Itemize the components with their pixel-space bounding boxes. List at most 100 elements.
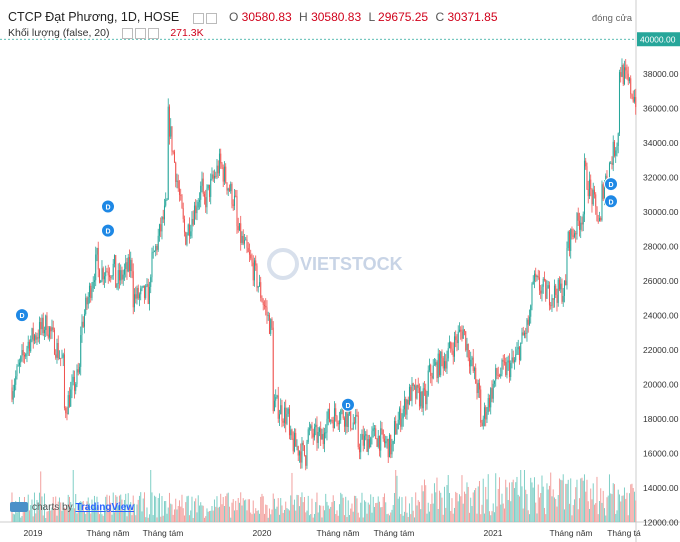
candle-body bbox=[496, 368, 498, 376]
candle-body bbox=[596, 206, 598, 221]
candle-body bbox=[155, 245, 157, 252]
candle-body bbox=[488, 398, 490, 408]
candle-body bbox=[370, 437, 372, 448]
volume-bar bbox=[91, 499, 93, 522]
candle-body bbox=[463, 329, 465, 332]
dividend-marker[interactable]: D bbox=[15, 308, 29, 323]
volume-bar bbox=[352, 511, 354, 522]
volume-bar bbox=[343, 515, 345, 522]
volume-bar bbox=[421, 485, 423, 522]
candle-body bbox=[55, 354, 57, 358]
volume-bar bbox=[33, 492, 35, 522]
candle-body bbox=[293, 432, 295, 452]
dividend-marker[interactable]: D bbox=[101, 223, 115, 238]
price-tick-label: 30000.00 bbox=[643, 207, 679, 217]
time-tick-label: Tháng tám bbox=[374, 528, 415, 538]
hide-icon[interactable] bbox=[192, 13, 204, 25]
candle-body bbox=[628, 78, 630, 81]
candle-body bbox=[72, 376, 74, 382]
volume-bar bbox=[168, 492, 170, 522]
volume-bar bbox=[161, 496, 163, 522]
volume-bar bbox=[542, 486, 544, 522]
volume-bar bbox=[441, 497, 443, 522]
volume-bar bbox=[560, 479, 562, 522]
volume-bar bbox=[393, 492, 395, 522]
volume-bar bbox=[521, 486, 523, 522]
volume-bar bbox=[626, 492, 628, 522]
time-tick-label: Tháng tá bbox=[607, 528, 641, 538]
dividend-marker[interactable]: D bbox=[604, 194, 618, 209]
candle-body bbox=[457, 331, 459, 344]
candle-body bbox=[15, 376, 17, 385]
volume-bar bbox=[628, 493, 630, 522]
settings-icon[interactable] bbox=[205, 13, 217, 25]
legend-controls[interactable] bbox=[192, 11, 219, 25]
candle-body bbox=[593, 189, 595, 195]
candle-body bbox=[267, 315, 269, 317]
volume-bar bbox=[160, 516, 162, 522]
candle-body bbox=[112, 263, 114, 276]
candle-body bbox=[475, 367, 477, 384]
candle-body bbox=[198, 199, 200, 203]
close-icon[interactable] bbox=[148, 27, 160, 39]
volume-bar bbox=[470, 497, 472, 522]
volume-bar bbox=[398, 496, 400, 522]
candle-body bbox=[327, 409, 329, 419]
candle-body bbox=[100, 280, 102, 283]
volume-bar bbox=[56, 515, 58, 522]
volume-bar bbox=[123, 500, 125, 522]
volume-bar bbox=[205, 516, 207, 522]
volume-bar bbox=[28, 510, 30, 522]
volume-bar bbox=[335, 514, 337, 522]
candle-body bbox=[256, 265, 258, 288]
last-price-tag bbox=[637, 32, 680, 47]
candle-body bbox=[461, 331, 463, 339]
dividend-marker[interactable]: D bbox=[101, 199, 115, 214]
volume-bar bbox=[132, 495, 134, 522]
volume-bar bbox=[90, 513, 92, 522]
chart-header: CTCP Đạt Phương, 1D, HOSE O 30580.83 H 3… bbox=[8, 10, 498, 25]
candle-body bbox=[356, 414, 358, 416]
candle-body bbox=[111, 275, 113, 278]
volume-bar bbox=[238, 502, 240, 522]
volume-bar bbox=[136, 504, 138, 522]
tradingview-attribution[interactable]: charts by TradingView bbox=[10, 502, 134, 513]
hide-icon[interactable] bbox=[122, 27, 134, 39]
candle-body bbox=[188, 224, 190, 237]
volume-bar bbox=[445, 507, 447, 522]
candle-body bbox=[622, 65, 624, 85]
candle-body bbox=[301, 442, 303, 463]
candle-body bbox=[241, 235, 243, 243]
candle-body bbox=[492, 383, 494, 399]
candle-body bbox=[21, 350, 23, 357]
candle-body bbox=[78, 366, 80, 373]
candle-body bbox=[393, 421, 395, 441]
candle-body bbox=[412, 383, 414, 386]
dividend-marker[interactable]: D bbox=[604, 177, 618, 192]
candle-body bbox=[105, 271, 107, 277]
candle-body bbox=[177, 180, 179, 189]
volume-label[interactable]: Khối lượng (false, 20) bbox=[8, 27, 110, 39]
tradingview-link[interactable]: TradingView bbox=[75, 502, 135, 513]
volume-bar bbox=[76, 513, 78, 522]
candle-body bbox=[287, 408, 289, 414]
volume-bar bbox=[166, 513, 168, 522]
volume-bar bbox=[351, 503, 353, 522]
volume-bar bbox=[323, 510, 325, 522]
volume-bar bbox=[72, 470, 74, 522]
symbol-title[interactable]: CTCP Đạt Phương, 1D, HOSE bbox=[8, 10, 180, 24]
volume-bar bbox=[151, 492, 153, 522]
dividend-marker[interactable]: D bbox=[341, 397, 355, 412]
settings-icon[interactable] bbox=[135, 27, 147, 39]
volume-legend-controls[interactable] bbox=[122, 27, 161, 39]
candle-body bbox=[515, 354, 517, 361]
candle-body bbox=[446, 358, 448, 369]
volume-bar bbox=[262, 496, 264, 522]
volume-bar bbox=[425, 485, 427, 522]
volume-bar bbox=[408, 503, 410, 522]
volume-bar bbox=[145, 517, 147, 522]
candle-body bbox=[296, 446, 298, 448]
volume-bar bbox=[52, 496, 54, 522]
